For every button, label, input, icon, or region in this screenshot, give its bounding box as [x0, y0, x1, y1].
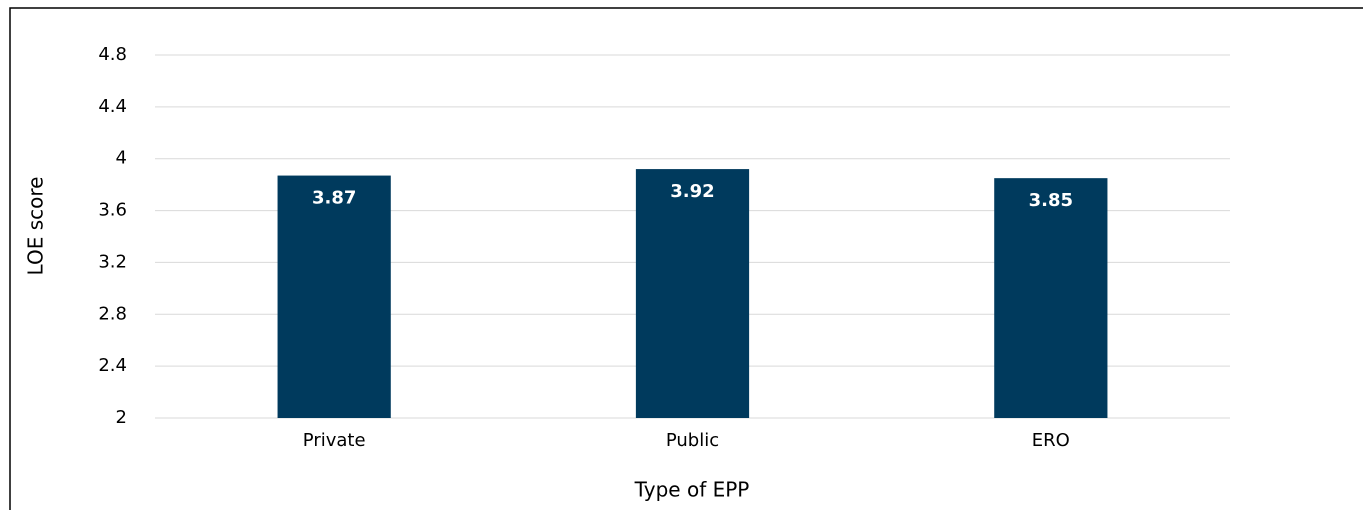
bar	[635, 169, 750, 418]
x-tick-label: ERO	[1032, 430, 1070, 451]
y-axis-title: LOE score	[24, 177, 48, 276]
y-tick-label: 4.8	[98, 44, 127, 65]
y-tick-label: 3.2	[98, 251, 127, 272]
chart-frame	[9, 7, 1363, 510]
y-tick-label: 4.4	[98, 96, 127, 117]
y-tick-label: 2.4	[98, 355, 127, 376]
y-tick-label: 3.6	[98, 200, 127, 221]
data-label: 3.92	[670, 181, 714, 202]
data-label: 3.87	[312, 188, 356, 209]
bar	[277, 175, 391, 418]
data-label: 3.85	[1029, 190, 1073, 211]
x-tick-label: Public	[666, 430, 719, 451]
y-tick-label: 2	[116, 407, 127, 428]
y-tick-label: 2.8	[98, 303, 127, 324]
x-axis-title: Type of EPP	[634, 478, 750, 502]
x-tick-label: Private	[303, 430, 366, 451]
y-tick-label: 4	[116, 148, 127, 169]
bar	[994, 178, 1108, 418]
